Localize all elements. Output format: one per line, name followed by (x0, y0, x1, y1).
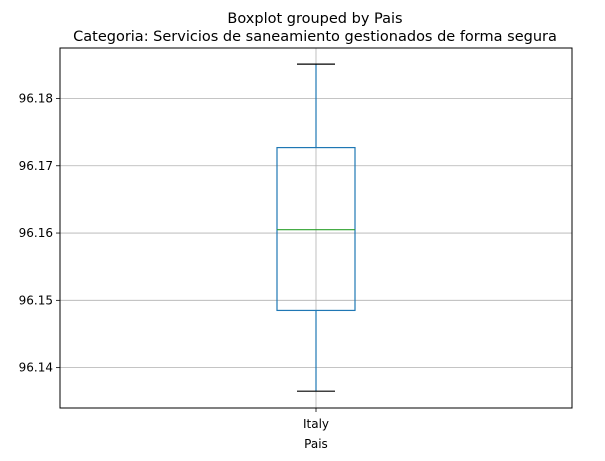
plot-frame (59, 47, 573, 409)
y-tick-label: 96.14 (19, 361, 53, 375)
y-tick-label: 96.18 (19, 91, 53, 105)
axes: 96.14 96.15 96.16 96.17 96.18 Italy (19, 91, 329, 431)
y-tick-label: 96.16 (19, 226, 53, 240)
x-tick-label: Italy (303, 417, 329, 431)
box-series (276, 63, 356, 392)
chart-subtitle: Categoria: Servicios de saneamiento gest… (73, 29, 557, 45)
iqr-box (276, 146, 356, 312)
y-tick-label: 96.15 (19, 293, 53, 307)
chart-title: Boxplot grouped by Pais (227, 11, 402, 27)
x-axis-label: Pais (304, 437, 328, 451)
y-tick-label: 96.17 (19, 159, 53, 173)
